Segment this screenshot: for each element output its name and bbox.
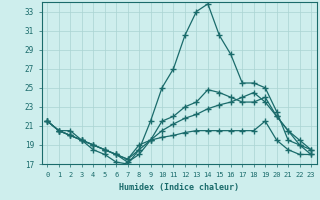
X-axis label: Humidex (Indice chaleur): Humidex (Indice chaleur) — [119, 183, 239, 192]
